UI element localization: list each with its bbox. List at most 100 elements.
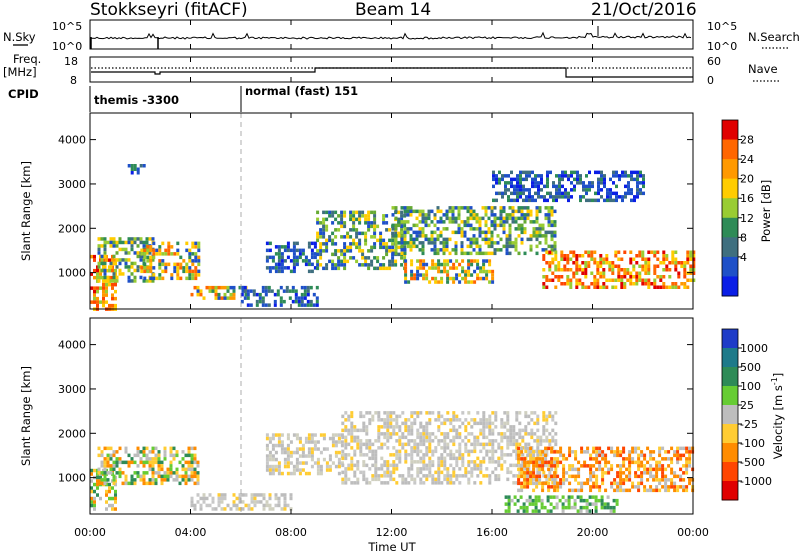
velocity-cell (302, 454, 305, 458)
velocity-colorbar-segment (722, 329, 738, 349)
velocity-cell (191, 464, 194, 468)
power-cell (266, 242, 269, 246)
velocity-cell (275, 465, 278, 469)
power-cell (176, 242, 179, 246)
power-cell (603, 178, 606, 182)
power-cell (404, 252, 407, 256)
velocity-cell (119, 471, 122, 475)
power-cell (557, 279, 560, 283)
power-cell (458, 227, 461, 231)
power-cell (543, 195, 546, 199)
velocity-cell (440, 439, 443, 443)
velocity-cell (619, 454, 622, 458)
power-cell (488, 241, 491, 245)
velocity-cell (461, 411, 464, 415)
velocity-cell (377, 429, 380, 433)
power-cell (99, 276, 102, 280)
velocity-cell (209, 504, 212, 508)
velocity-cell (434, 450, 437, 454)
power-cell (623, 268, 626, 272)
power-cell (416, 210, 419, 214)
power-cell (437, 280, 440, 284)
velocity-cell (431, 453, 434, 457)
power-cell (495, 192, 498, 196)
velocity-cell (401, 443, 404, 447)
velocity-cell (116, 450, 119, 454)
velocity-cell (518, 422, 521, 426)
velocity-cell (532, 509, 535, 513)
power-cell (128, 269, 131, 273)
power-cell (443, 241, 446, 245)
power-cell (473, 238, 476, 242)
velocity-cell (257, 493, 260, 497)
velocity-cell (541, 464, 544, 468)
velocity-cell (326, 468, 329, 472)
power-cell (482, 277, 485, 281)
power-cell (570, 188, 573, 192)
power-cell (337, 228, 340, 232)
velocity-cell (164, 447, 167, 451)
velocity-cell (215, 507, 218, 511)
velocity-cell (467, 411, 470, 415)
velocity-cell (532, 489, 535, 493)
velocity-cell (128, 482, 131, 486)
power-cell (443, 266, 446, 270)
power-cell (479, 277, 482, 281)
power-cell (635, 254, 638, 258)
power-cell (385, 214, 388, 218)
power-cell (266, 266, 269, 270)
velocity-cell (266, 447, 269, 451)
power-cell (467, 206, 470, 210)
velocity-cell (520, 471, 523, 475)
velocity-cell (353, 450, 356, 454)
power-cell (188, 259, 191, 263)
velocity-cell (526, 454, 529, 458)
power-cell (295, 293, 298, 297)
velocity-cell (404, 425, 407, 429)
power-cell (307, 289, 310, 293)
power-cell (230, 293, 233, 297)
power-cell (188, 270, 191, 274)
power-cell (605, 261, 608, 265)
power-cell (515, 241, 518, 245)
power-cell (370, 235, 373, 239)
velocity-cell (149, 478, 152, 482)
velocity-cell (520, 464, 523, 468)
velocity-cell (404, 418, 407, 422)
velocity-cell (479, 467, 482, 471)
velocity-cell (416, 453, 419, 457)
velocity-cell (389, 422, 392, 426)
power-cell (485, 213, 488, 217)
velocity-cell (649, 485, 652, 489)
power-cell (446, 210, 449, 214)
power-cell (617, 272, 620, 276)
power-cell (591, 185, 594, 189)
velocity-cell (520, 482, 523, 486)
velocity-cell (452, 439, 455, 443)
velocity-cell (470, 460, 473, 464)
power-cell (516, 195, 519, 199)
power-cell (656, 251, 659, 255)
power-cell (485, 231, 488, 235)
power-cell (485, 270, 488, 274)
velocity-cell (155, 482, 158, 486)
velocity-cell (428, 464, 431, 468)
power-cell (609, 188, 612, 192)
power-cell (395, 248, 398, 252)
power-cell (425, 234, 428, 238)
velocity-cell (224, 497, 227, 501)
velocity-cell (359, 429, 362, 433)
velocity-cell (529, 499, 532, 503)
velocity-cell (272, 447, 275, 451)
velocity-cell (176, 471, 179, 475)
power-cell (537, 174, 540, 178)
velocity-cell (506, 467, 509, 471)
velocity-cell (254, 500, 257, 504)
power-cell (262, 296, 265, 300)
velocity-cell (431, 481, 434, 485)
power-cell (455, 252, 458, 256)
power-colorbar-segment (722, 120, 738, 140)
power-cell (262, 289, 265, 293)
power-cell (633, 199, 636, 203)
power-cell (98, 237, 101, 241)
